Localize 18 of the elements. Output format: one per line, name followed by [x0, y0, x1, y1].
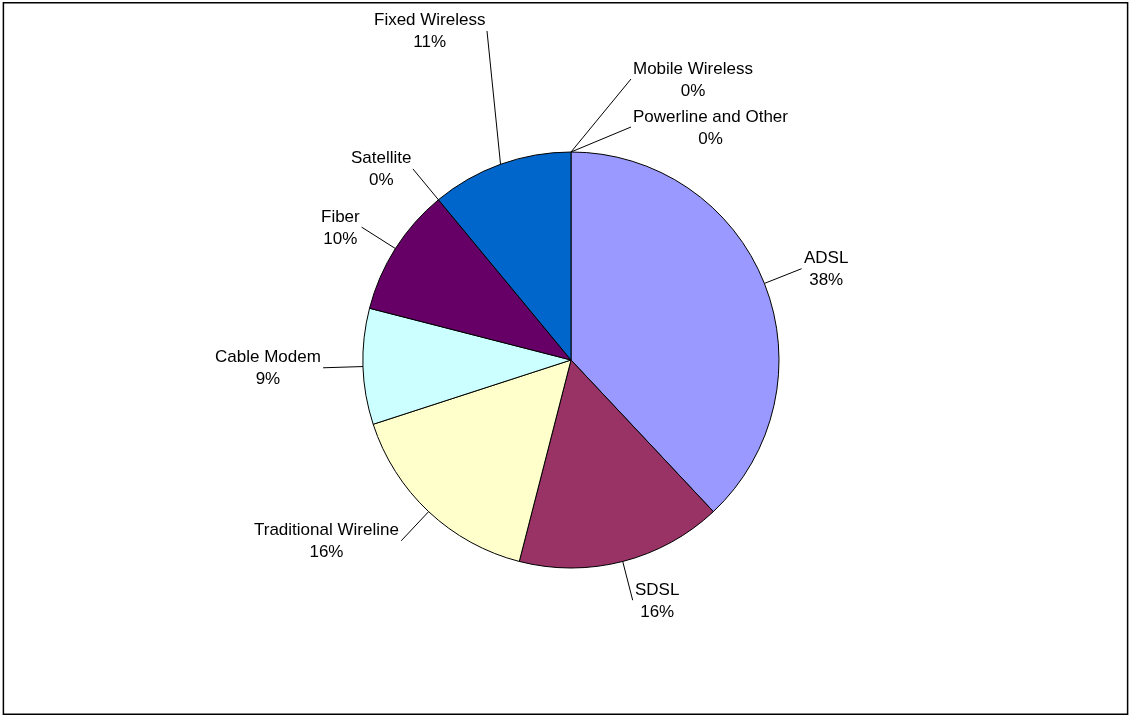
- data-label: 16%: [640, 602, 675, 622]
- data-label: 16%: [309, 542, 344, 562]
- slice-label: Fiber: [321, 207, 361, 226]
- slice-label: Fixed Wireless: [374, 10, 486, 29]
- text: 0%: [698, 129, 723, 149]
- data-label: 10%: [323, 229, 358, 249]
- data-label: 9%: [255, 369, 281, 389]
- data-label: 11%: [413, 32, 447, 52]
- slice-label: SDSL: [635, 580, 680, 599]
- text: 0%: [680, 81, 706, 101]
- category-label: Powerline and Other: [633, 107, 788, 126]
- category-label: Mobile Wireless: [633, 59, 753, 78]
- slice-label: Traditional Wireline: [254, 520, 399, 539]
- slice-label: Cable Modem: [215, 347, 321, 366]
- data-label: 38%: [809, 270, 844, 290]
- text: 0%: [368, 170, 394, 190]
- category-label: Satellite: [351, 148, 412, 167]
- slice-label: ADSL: [804, 248, 849, 267]
